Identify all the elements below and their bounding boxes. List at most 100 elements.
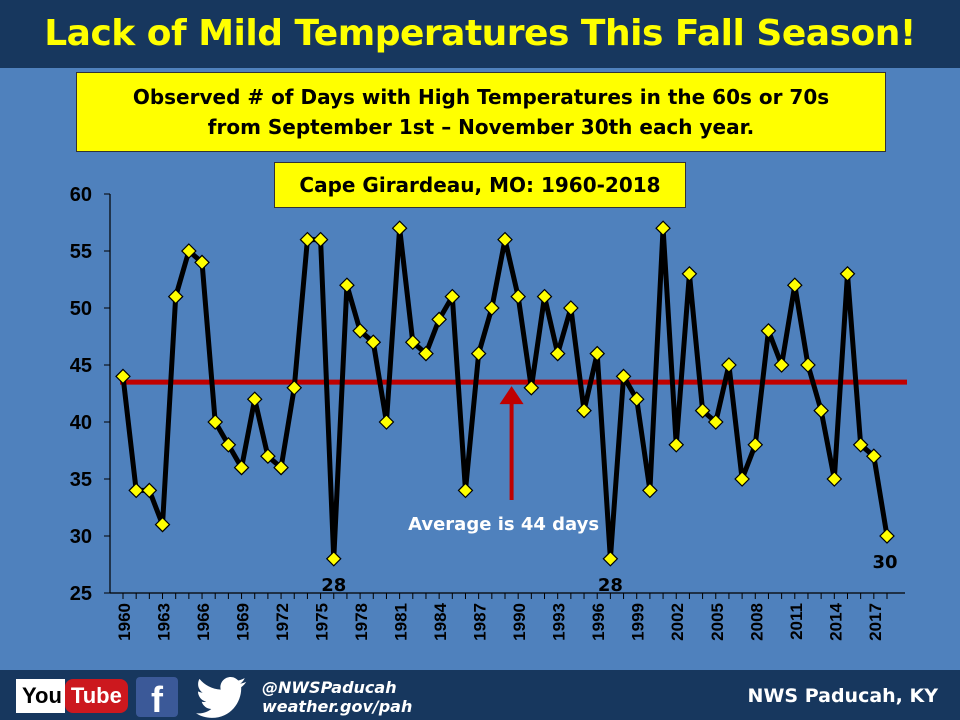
twitter-handle[interactable]: @NWSPaducah	[262, 678, 397, 697]
x-tick-label: 1978	[352, 603, 371, 641]
data-label: 30	[872, 552, 897, 573]
data-point	[628, 391, 645, 408]
x-tick-label: 1969	[234, 603, 253, 641]
data-point	[181, 243, 197, 259]
data-point	[299, 231, 316, 248]
x-tick-label: 1963	[155, 603, 174, 641]
x-tick-label: 1990	[510, 603, 529, 641]
data-point	[431, 311, 447, 328]
data-point	[747, 436, 764, 453]
data-point	[115, 368, 131, 385]
data-point	[602, 550, 619, 567]
data-point	[325, 550, 342, 567]
data-point	[655, 220, 671, 237]
y-tick-label: 60	[70, 184, 92, 206]
data-point	[470, 345, 487, 362]
y-tick-label: 45	[70, 355, 92, 377]
station-label: Cape Girardeau, MO: 1960-2018	[274, 162, 686, 208]
data-point	[418, 345, 434, 362]
line-chart: 25 30 35 40 45 50 55 60 1960 1963 1966 1969 1972 1975…	[70, 184, 907, 641]
data-point	[642, 482, 658, 499]
data-point	[734, 471, 750, 487]
x-tick-label: 1996	[589, 603, 608, 641]
data-point	[260, 448, 276, 465]
data-point	[497, 231, 513, 248]
title-bar	[0, 0, 960, 68]
data-point	[694, 402, 711, 419]
data-point	[563, 300, 579, 316]
y-tick-label: 25	[70, 583, 92, 605]
data-point	[312, 231, 329, 248]
office-name: NWS Paducah, KY	[747, 685, 938, 707]
data-point	[483, 300, 500, 316]
subtitle-box: Observed # of Days with High Temperature…	[76, 72, 886, 152]
x-tick-label: 1984	[431, 602, 450, 640]
subtitle-line-1: Observed # of Days with High Temperature…	[132, 85, 830, 109]
youtube-tube-text: Tube	[64, 679, 128, 713]
data-point	[576, 402, 592, 419]
data-point	[826, 471, 843, 487]
x-tick-label: 2017	[866, 603, 885, 641]
social-handles: @NWSPaducah weather.gov/pah	[262, 678, 412, 716]
data-point	[141, 482, 158, 499]
data-point	[286, 379, 303, 396]
data-point	[589, 345, 606, 362]
x-tick-label: 1999	[629, 603, 648, 641]
x-tick-label: 2011	[787, 603, 806, 640]
data-point	[207, 414, 224, 430]
data-point	[668, 436, 685, 453]
data-point	[233, 459, 250, 476]
facebook-icon[interactable]: f	[136, 677, 178, 717]
data-point	[615, 368, 632, 385]
data-point	[839, 265, 856, 282]
twitter-icon[interactable]	[196, 676, 248, 718]
data-point	[365, 334, 382, 351]
data-point	[786, 277, 803, 294]
facebook-letter: f	[151, 679, 163, 717]
data-point	[707, 414, 724, 430]
data-point	[154, 516, 171, 533]
y-tick-label: 55	[70, 241, 92, 263]
data-point	[852, 436, 869, 453]
data-point	[220, 436, 237, 453]
data-point	[246, 391, 263, 408]
x-tick-label: 1993	[550, 603, 569, 641]
data-point	[523, 379, 540, 396]
data-point	[760, 322, 777, 339]
data-point	[352, 322, 368, 339]
website-link[interactable]: weather.gov/pah	[262, 697, 413, 716]
youtube-icon[interactable]: You Tube	[16, 677, 128, 715]
x-tick-label: 1987	[471, 603, 490, 641]
data-point	[879, 528, 895, 544]
data-point	[681, 265, 698, 282]
data-point	[391, 220, 408, 237]
data-point	[457, 482, 474, 499]
x-tick-label: 2005	[708, 603, 727, 641]
data-point	[128, 482, 145, 499]
data-point	[813, 402, 829, 419]
subtitle-line-2: from September 1st – November 30th each …	[207, 115, 755, 139]
y-tick-label: 50	[70, 298, 92, 320]
data-point	[549, 345, 566, 362]
data-point	[194, 254, 210, 271]
y-tick-label: 35	[70, 469, 92, 491]
x-tick-label: 2002	[668, 603, 687, 641]
data-point	[865, 448, 882, 465]
y-tick-label: 30	[70, 526, 92, 548]
data-label: 28	[321, 575, 346, 596]
average-label: Average is 44 days	[408, 514, 599, 535]
series-line	[120, 225, 890, 562]
x-tick-label: 1981	[392, 603, 411, 641]
data-point	[378, 414, 395, 430]
data-label: 28	[598, 575, 623, 596]
data-point	[339, 277, 355, 294]
x-tick-label: 2014	[826, 602, 845, 640]
data-point	[167, 288, 184, 305]
y-tick-label: 40	[70, 412, 92, 434]
x-tick-label: 1972	[273, 603, 292, 641]
data-point	[510, 288, 527, 305]
average-arrow-head	[499, 386, 524, 405]
x-tick-label: 1960	[115, 603, 134, 641]
x-tick-label: 2008	[747, 603, 766, 641]
data-point	[536, 288, 553, 305]
